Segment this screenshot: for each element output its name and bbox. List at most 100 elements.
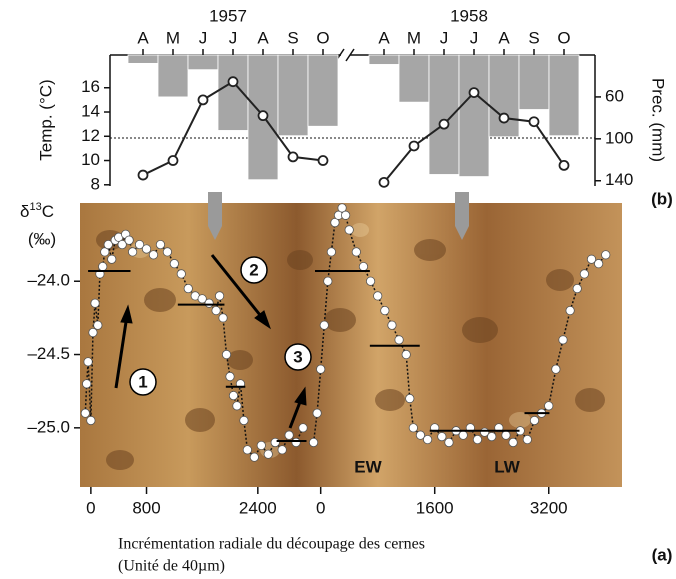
month-label: J (470, 28, 479, 47)
data-point (373, 291, 383, 301)
data-point (214, 291, 225, 301)
data-point (128, 247, 138, 257)
temperature-point (378, 176, 390, 188)
annotation: 1 (138, 372, 147, 391)
month-label: O (557, 28, 570, 47)
data-point (501, 430, 511, 440)
annotation: EW (354, 457, 382, 476)
data-point (256, 440, 266, 451)
month-label: S (528, 28, 539, 47)
temperature-point (558, 159, 570, 171)
precipitation-bar (458, 54, 490, 177)
y-tick-label: 16 (81, 77, 100, 96)
precipitation-bar (307, 54, 339, 127)
data-point (221, 349, 232, 360)
month-label: A (498, 28, 510, 47)
data-point (93, 320, 103, 330)
precipitation-bar (187, 54, 219, 71)
temperature-point (468, 87, 480, 99)
precipitation-bar (368, 54, 400, 65)
pointer-markers (208, 192, 469, 240)
trend-line (312, 206, 607, 444)
y2-tick-label: 60 (605, 86, 624, 105)
data-point (298, 423, 308, 433)
data-point (344, 225, 354, 235)
y2-tick-label: 140 (605, 170, 633, 189)
month-label: S (287, 28, 298, 47)
data-point (228, 390, 239, 401)
y-tick-label: 10 (81, 150, 100, 169)
y-label-part: δ (20, 202, 29, 221)
annotation: LW (494, 457, 520, 476)
x-axis-label: (Unité de 40µm) (118, 558, 225, 575)
data-point (565, 305, 575, 316)
y-tick-label: –24.0 (27, 271, 70, 290)
data-point (405, 393, 415, 404)
annotation: 2 (249, 260, 258, 279)
data-point (586, 254, 597, 264)
temperature-point (227, 76, 239, 88)
data-point (134, 239, 145, 250)
data-point (80, 408, 90, 418)
data-point (176, 269, 186, 279)
month-label: J (199, 28, 208, 47)
y-axis-label: Temp. (°C) (36, 79, 55, 160)
data-point (522, 434, 532, 445)
data-point (508, 437, 518, 448)
data-point (319, 320, 329, 330)
data-point (341, 210, 351, 220)
data-point (107, 254, 117, 264)
data-point (387, 320, 397, 330)
data-point (249, 452, 259, 462)
temperature-point (317, 155, 329, 166)
annotation-arrows (114, 254, 307, 429)
data-point (141, 244, 152, 254)
data-point (380, 305, 390, 316)
data-point (458, 430, 468, 440)
temperature-point (528, 116, 540, 128)
data-point (312, 408, 322, 418)
data-point (323, 276, 333, 286)
temperature-point (137, 169, 149, 181)
month-label: J (440, 28, 449, 47)
precipitation-bar (548, 54, 580, 137)
data-point (401, 349, 411, 360)
data-point (544, 401, 554, 411)
data-point (472, 434, 483, 445)
data-point (529, 415, 540, 426)
data-point (308, 437, 319, 448)
y-tick-label: 12 (81, 126, 100, 145)
month-label: A (257, 28, 269, 47)
data-point (86, 415, 96, 426)
data-point (277, 445, 287, 455)
year-title: 1957 (209, 6, 247, 25)
data-point (330, 217, 340, 228)
x-tick-label: 800 (132, 498, 160, 517)
data-point (558, 335, 568, 345)
temperature-point (438, 118, 450, 130)
y2-axis-label: Prec. (mm) (649, 78, 668, 162)
y-axis-label: δ13C (20, 201, 54, 222)
data-point (437, 432, 447, 442)
data-point (487, 432, 497, 442)
data-point (100, 247, 110, 257)
data-point (88, 327, 98, 338)
month-label: M (407, 28, 421, 47)
data-point (225, 371, 235, 382)
data-point (415, 430, 426, 440)
panel-label: (b) (651, 189, 673, 208)
data-point (337, 203, 347, 213)
data-point (316, 364, 326, 374)
x-tick-label: 0 (316, 498, 325, 517)
year-title: 1958 (450, 6, 488, 25)
y2-tick-label: 100 (605, 128, 633, 147)
y-axis-unit: (‰) (28, 229, 56, 248)
x-tick-label: 2400 (239, 498, 277, 517)
data-point (579, 269, 589, 279)
x-axis-label: Incrémentation radiale du découpage des … (118, 536, 425, 553)
data-point (408, 423, 418, 433)
precipitation-bar (428, 54, 460, 175)
y-label-part: C (42, 202, 54, 221)
data-point (162, 247, 172, 257)
